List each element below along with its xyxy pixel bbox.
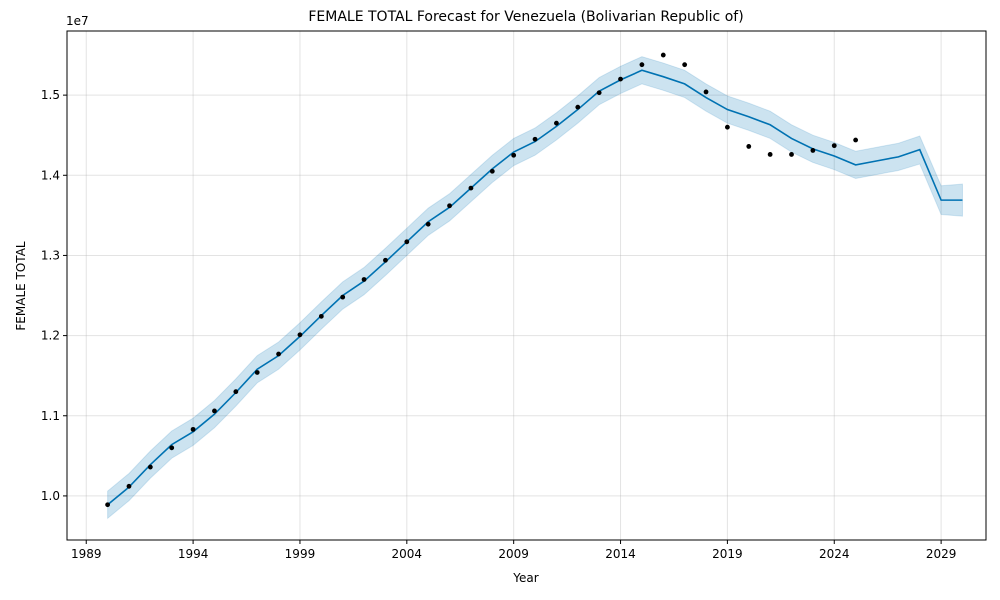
x-axis-label: Year bbox=[512, 571, 538, 585]
observed-point bbox=[340, 294, 346, 300]
x-tick-label: 2004 bbox=[392, 547, 423, 561]
grid bbox=[67, 31, 986, 540]
x-tick-label: 2029 bbox=[926, 547, 957, 561]
observed-point bbox=[618, 76, 623, 82]
observed-point bbox=[724, 124, 730, 130]
observed-point bbox=[511, 152, 517, 158]
forecast-line-layer bbox=[107, 69, 963, 506]
x-tick-label: 1999 bbox=[285, 547, 316, 561]
observed-point bbox=[596, 90, 602, 96]
observed-point bbox=[575, 104, 581, 110]
observed-points-layer bbox=[105, 52, 859, 508]
observed-point bbox=[489, 168, 495, 174]
observed-point bbox=[169, 445, 175, 451]
observed-point bbox=[831, 143, 837, 149]
observed-point bbox=[703, 89, 709, 95]
x-tick-label: 2024 bbox=[819, 547, 850, 561]
observed-point bbox=[810, 148, 816, 153]
observed-point bbox=[383, 257, 388, 263]
observed-point bbox=[105, 502, 111, 508]
observed-point bbox=[447, 203, 452, 209]
observed-point bbox=[425, 221, 431, 227]
x-tick-label: 2014 bbox=[605, 547, 636, 561]
y-offset-label: 1e7 bbox=[66, 14, 89, 28]
forecast-line bbox=[107, 69, 963, 506]
y-axis-label: FEMALE TOTAL bbox=[14, 241, 28, 331]
observed-point bbox=[126, 483, 132, 489]
x-tick-label: 2009 bbox=[498, 547, 529, 561]
observed-point bbox=[276, 351, 281, 357]
observed-point bbox=[789, 152, 794, 157]
chart-title: FEMALE TOTAL Forecast for Venezuela (Bol… bbox=[308, 9, 743, 25]
y-tick-label: 1.0 bbox=[41, 489, 60, 503]
observed-point bbox=[682, 62, 688, 68]
uncertainty-band bbox=[107, 56, 963, 520]
observed-point bbox=[468, 185, 474, 191]
x-tick-label: 2019 bbox=[712, 547, 743, 561]
observed-point bbox=[532, 136, 538, 142]
observed-point bbox=[404, 239, 410, 245]
y-tick-label: 1.4 bbox=[41, 168, 60, 182]
observed-point bbox=[318, 313, 324, 319]
y-tick-label: 1.1 bbox=[41, 409, 60, 423]
observed-point bbox=[639, 62, 645, 68]
y-axis: 1.0 1.1 1.2 1.3 1.4 1.5 bbox=[41, 88, 67, 503]
x-tick-label: 1989 bbox=[71, 547, 102, 561]
observed-point bbox=[767, 152, 773, 157]
x-axis: 1989 1994 1999 2004 2009 2014 2019 2024 2029 bbox=[71, 540, 956, 561]
y-tick-label: 1.2 bbox=[41, 329, 60, 343]
observed-point bbox=[190, 426, 196, 432]
observed-point bbox=[233, 389, 239, 395]
observed-point bbox=[212, 408, 217, 414]
observed-point bbox=[554, 120, 559, 126]
observed-point bbox=[147, 464, 153, 470]
observed-point bbox=[853, 137, 859, 143]
y-tick-label: 1.5 bbox=[41, 88, 60, 102]
observed-point bbox=[660, 52, 666, 58]
observed-point bbox=[254, 370, 260, 375]
observed-point bbox=[361, 277, 367, 282]
plot-frame bbox=[66, 30, 987, 541]
observed-point bbox=[746, 144, 752, 149]
y-tick-label: 1.3 bbox=[41, 248, 60, 262]
observed-point bbox=[297, 332, 303, 338]
uncertainty-band-layer bbox=[107, 56, 963, 520]
x-tick-label: 1994 bbox=[178, 547, 209, 561]
